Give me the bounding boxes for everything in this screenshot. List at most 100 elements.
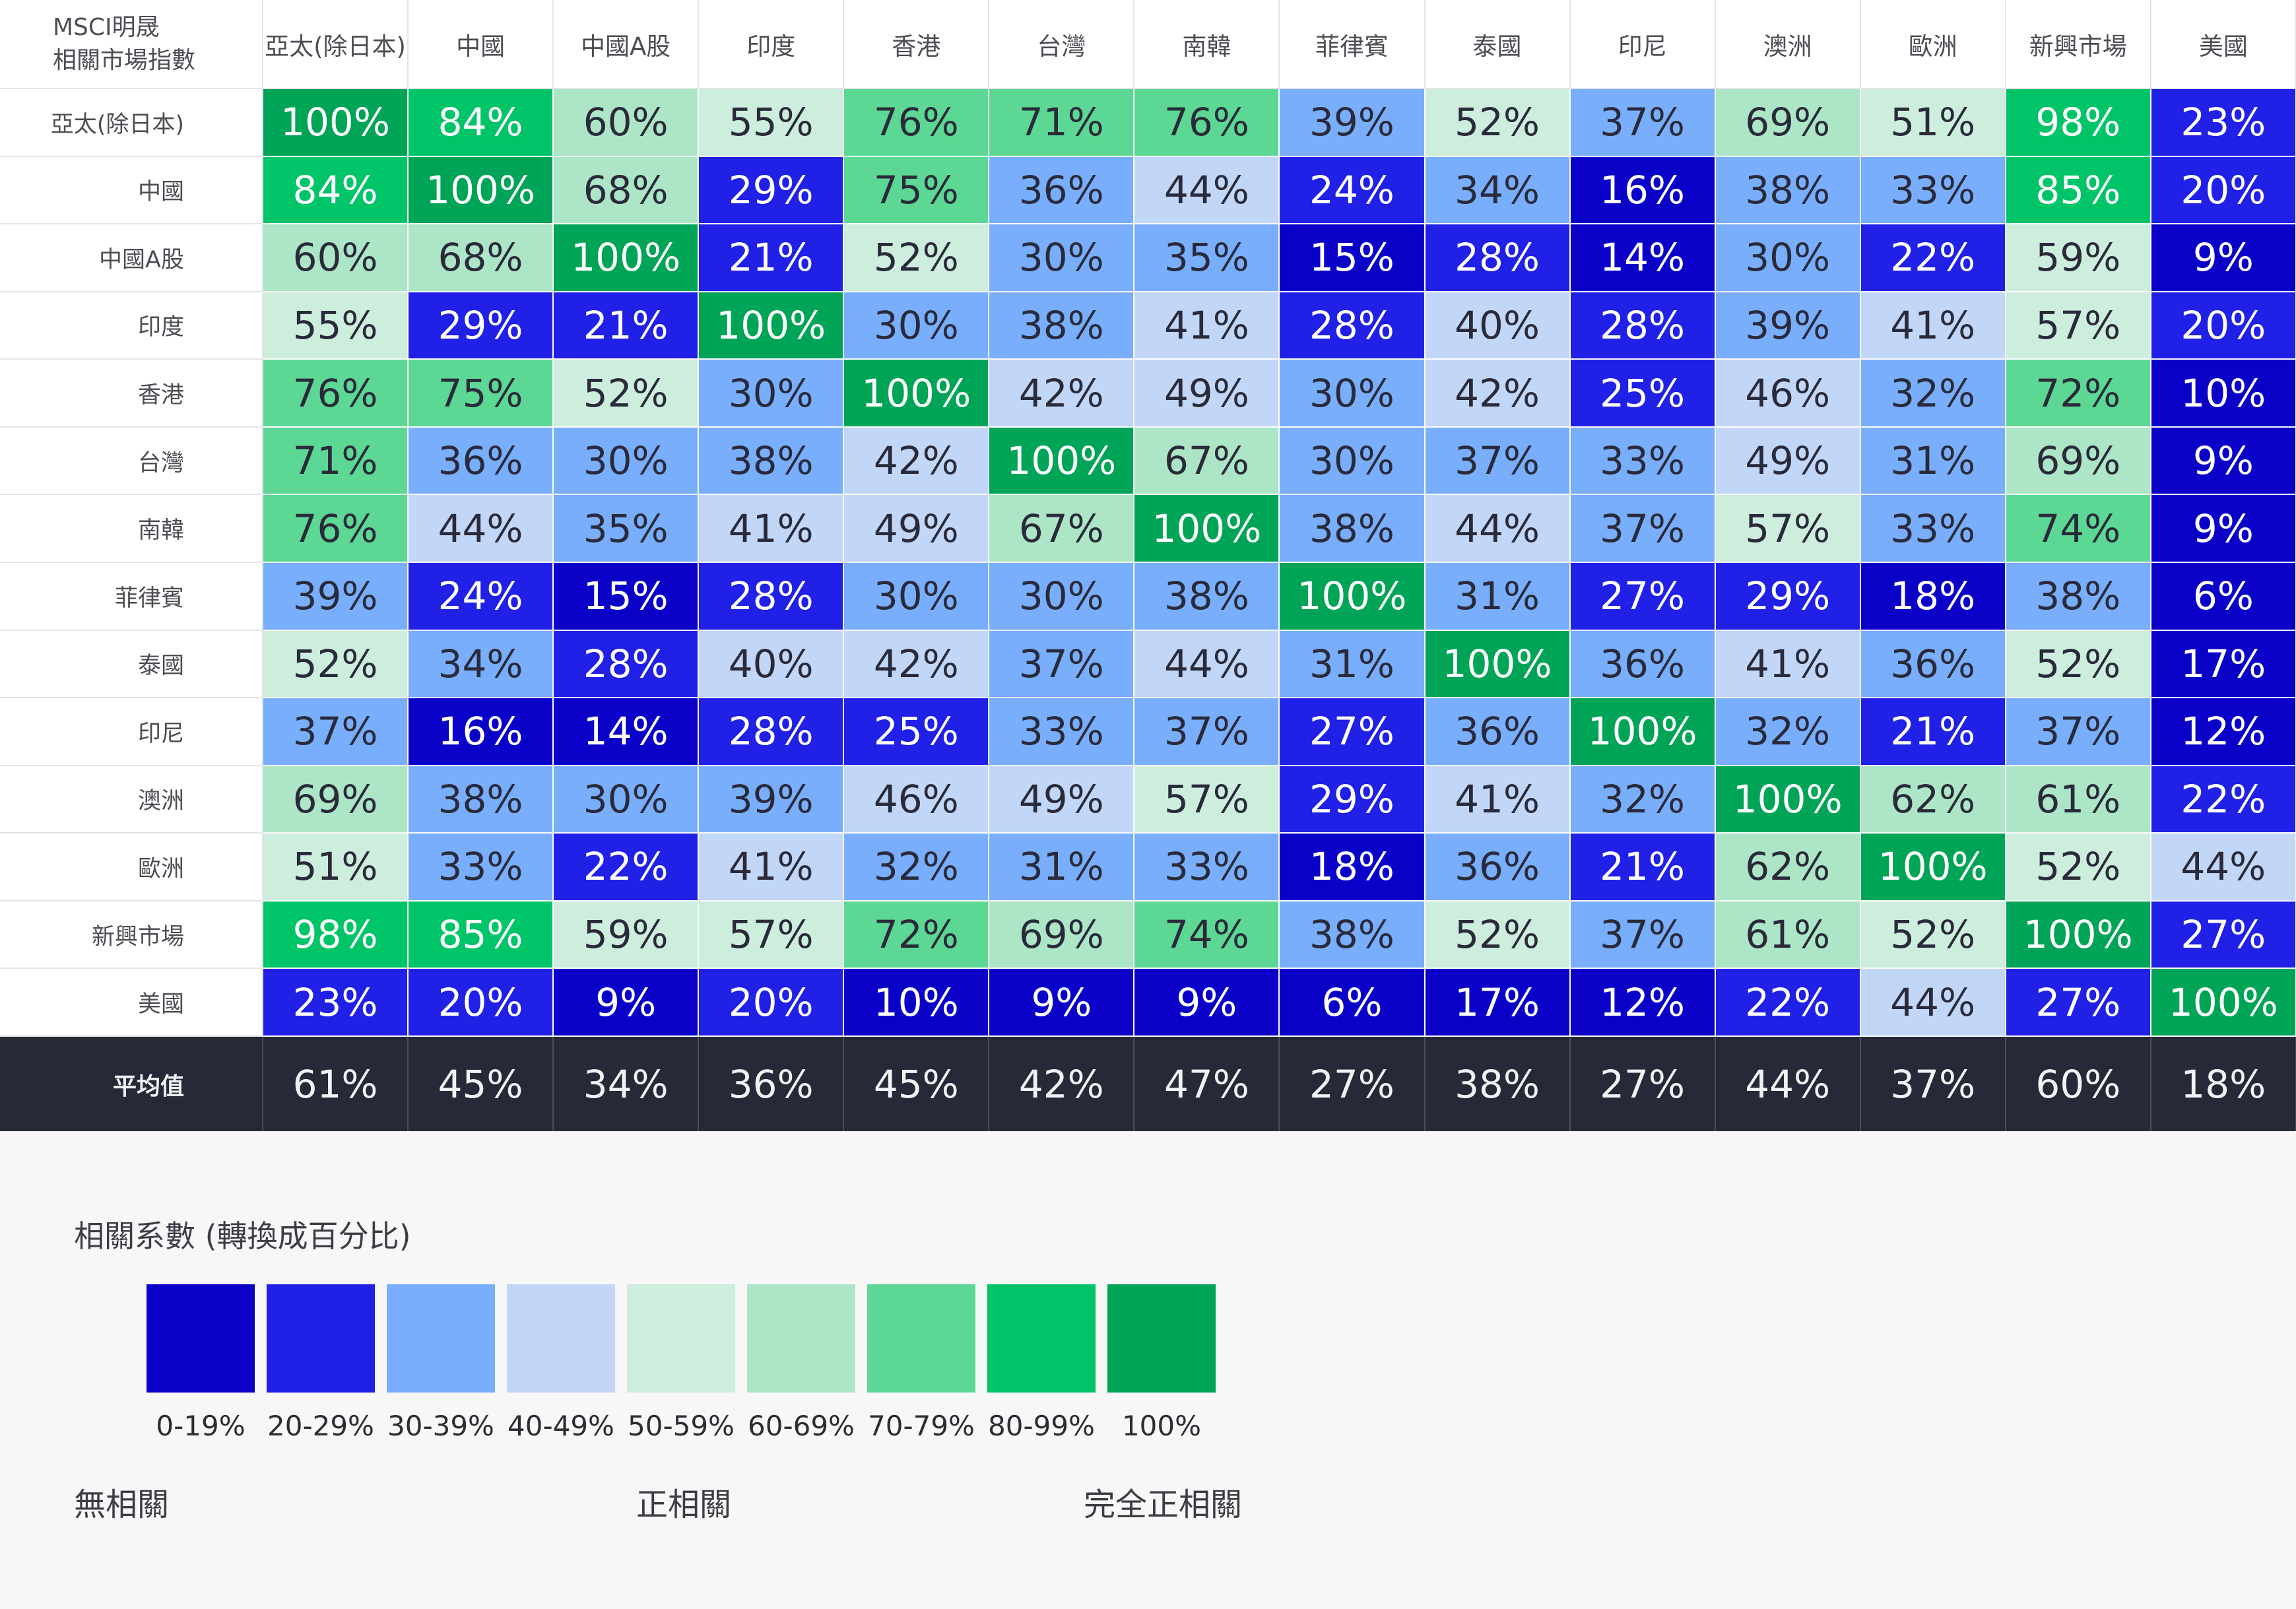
heatmap-cell: 51% bbox=[1860, 88, 2006, 157]
legend-swatch bbox=[627, 1284, 735, 1393]
heatmap-cell: 38% bbox=[1279, 900, 1426, 969]
legend-label: 0-19% bbox=[156, 1410, 246, 1442]
legend-swatch bbox=[1107, 1284, 1216, 1393]
column-header: 南韓 bbox=[1134, 0, 1280, 89]
legend-label: 80-99% bbox=[988, 1410, 1095, 1442]
average-cell: 47% bbox=[1134, 1036, 1280, 1131]
heatmap-cell: 69% bbox=[2005, 426, 2151, 496]
average-cell: 27% bbox=[1569, 1036, 1716, 1131]
legend-title: 相關系數 (轉換成百分比) bbox=[74, 1218, 411, 1254]
row-header: 泰國 bbox=[0, 630, 263, 699]
heatmap-cell: 30% bbox=[698, 359, 845, 428]
heatmap-cell: 41% bbox=[698, 833, 845, 902]
heatmap-cell: 16% bbox=[408, 698, 554, 766]
heatmap-cell: 14% bbox=[1569, 224, 1716, 292]
heatmap-row: 印度 55% 29% 21% 100% 30% 38% 41% 28% 40% 28% 39% 41% 5… bbox=[0, 291, 2296, 360]
legend-swatch bbox=[387, 1284, 495, 1393]
legend-swatch bbox=[507, 1284, 615, 1393]
heatmap-cell: 27% bbox=[2005, 968, 2151, 1037]
heatmap-cell: 100% bbox=[1569, 698, 1716, 766]
column-header: 中國 bbox=[408, 0, 554, 89]
corner-label-line2: 相關市場指數 bbox=[53, 46, 196, 74]
heatmap-cell: 40% bbox=[698, 630, 845, 699]
column-header: 菲律賓 bbox=[1279, 0, 1426, 89]
heatmap-cell: 41% bbox=[1134, 291, 1280, 360]
heatmap-cell: 57% bbox=[1715, 494, 1861, 563]
heatmap-row: 南韓 76% 44% 35% 41% 49% 67% 100% 38% 44% 37% 57% 33% 7… bbox=[0, 494, 2296, 563]
heatmap-cell: 76% bbox=[263, 359, 409, 428]
heatmap-cell: 100% bbox=[2150, 968, 2296, 1037]
heatmap-cell: 68% bbox=[408, 224, 554, 292]
heatmap-cell: 39% bbox=[263, 562, 409, 631]
heatmap-cell: 36% bbox=[989, 156, 1135, 225]
heatmap-cell: 34% bbox=[1424, 156, 1571, 225]
legend-label: 30-39% bbox=[387, 1410, 494, 1442]
heatmap-cell: 29% bbox=[1715, 562, 1861, 631]
heatmap-cell: 98% bbox=[263, 900, 409, 969]
heatmap-cell: 85% bbox=[2005, 156, 2151, 225]
heatmap-body: 亞太(除日本) 100% 84% 60% 55% 76% 71% 76% 39% 52% 37% 69… bbox=[0, 88, 2296, 1037]
heatmap-cell: 34% bbox=[408, 630, 554, 699]
heatmap-cell: 17% bbox=[2150, 630, 2296, 699]
average-cell: 27% bbox=[1279, 1036, 1426, 1131]
heatmap-cell: 35% bbox=[553, 494, 700, 563]
heatmap-row: 泰國 52% 34% 28% 40% 42% 37% 44% 31% 100% 36% 41% 36% 5… bbox=[0, 630, 2296, 699]
heatmap-cell: 30% bbox=[1279, 426, 1426, 496]
heatmap-cell: 44% bbox=[1134, 630, 1280, 699]
legend-swatch bbox=[867, 1284, 975, 1393]
row-header: 中國 bbox=[0, 156, 263, 225]
heatmap-cell: 74% bbox=[2005, 494, 2151, 563]
heatmap-cell: 6% bbox=[2150, 562, 2296, 631]
heatmap-cell: 60% bbox=[553, 88, 700, 157]
row-header: 台灣 bbox=[0, 426, 263, 496]
heatmap-cell: 41% bbox=[1715, 630, 1861, 699]
heatmap-cell: 74% bbox=[1134, 900, 1280, 969]
legend-swatch bbox=[147, 1284, 255, 1393]
heatmap-cell: 55% bbox=[263, 291, 409, 360]
heatmap-cell: 38% bbox=[1715, 156, 1861, 225]
row-header: 菲律賓 bbox=[0, 562, 263, 631]
heatmap-cell: 22% bbox=[1715, 968, 1861, 1037]
heatmap-cell: 62% bbox=[1715, 833, 1861, 902]
heatmap-cell: 20% bbox=[2150, 291, 2296, 360]
heatmap-cell: 37% bbox=[1134, 698, 1280, 766]
heatmap-cell: 41% bbox=[698, 494, 845, 563]
heatmap-cell: 28% bbox=[1279, 291, 1426, 360]
heatmap-row: 歐洲 51% 33% 22% 41% 32% 31% 33% 18% 36% 21% 62% 100% 5… bbox=[0, 833, 2296, 902]
average-cell: 18% bbox=[2150, 1036, 2296, 1131]
heatmap-cell: 25% bbox=[843, 698, 990, 766]
column-header: 泰國 bbox=[1424, 0, 1571, 89]
legend-label: 20-29% bbox=[267, 1410, 374, 1442]
heatmap-cell: 37% bbox=[1569, 88, 1716, 157]
row-header: 亞太(除日本) bbox=[0, 88, 263, 157]
heatmap-cell: 28% bbox=[1569, 291, 1716, 360]
heatmap-cell: 38% bbox=[698, 426, 845, 496]
heatmap-cell: 61% bbox=[2005, 765, 2151, 834]
heatmap-cell: 20% bbox=[2150, 156, 2296, 225]
heatmap-cell: 33% bbox=[989, 698, 1135, 766]
legend-item: 0-19% bbox=[147, 1284, 255, 1442]
heatmap-cell: 31% bbox=[1860, 426, 2006, 496]
heatmap-cell: 10% bbox=[843, 968, 990, 1037]
legend-item: 50-59% bbox=[627, 1284, 735, 1442]
column-header: 美國 bbox=[2150, 0, 2296, 89]
heatmap-cell: 30% bbox=[989, 224, 1135, 292]
column-header: 香港 bbox=[843, 0, 990, 89]
heatmap-cell: 22% bbox=[2150, 765, 2296, 834]
heatmap-cell: 52% bbox=[843, 224, 990, 292]
legend: 0-19% 20-29% 30-39% 40-49% 50-59% 60-69% 70-79… bbox=[147, 1284, 1216, 1442]
heatmap-cell: 42% bbox=[843, 630, 990, 699]
heatmap-cell: 31% bbox=[1424, 562, 1571, 631]
heatmap-cell: 44% bbox=[1424, 494, 1571, 563]
heatmap-cell: 18% bbox=[1279, 833, 1426, 902]
heatmap-cell: 85% bbox=[408, 900, 554, 969]
heatmap-cell: 22% bbox=[553, 833, 700, 902]
corner-label: MSCI明晟 相關市場指數 bbox=[0, 0, 263, 89]
heatmap-cell: 35% bbox=[1134, 224, 1280, 292]
heatmap-cell: 67% bbox=[989, 494, 1135, 563]
heatmap-cell: 76% bbox=[263, 494, 409, 563]
heatmap-cell: 22% bbox=[1860, 224, 2006, 292]
average-cell: 61% bbox=[263, 1036, 409, 1131]
column-header: 新興市場 bbox=[2005, 0, 2151, 89]
heatmap-cell: 42% bbox=[843, 426, 990, 496]
